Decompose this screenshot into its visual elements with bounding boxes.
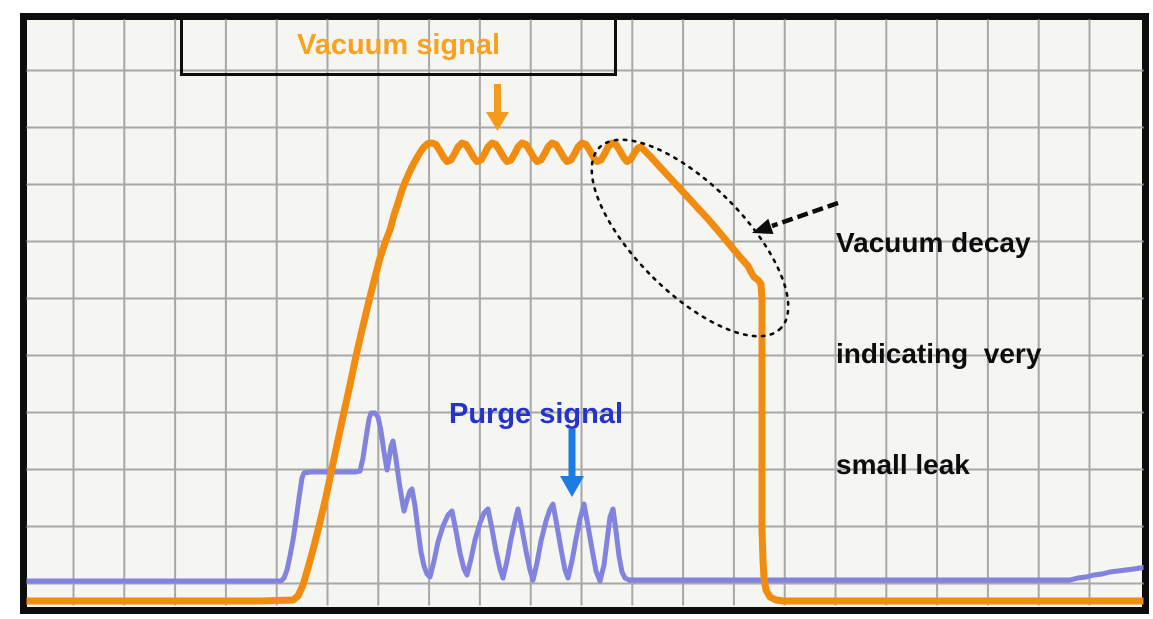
decay-annotation-arrow <box>752 200 839 234</box>
purge-label-arrow <box>560 429 584 497</box>
vacuum-label-arrow <box>486 84 509 131</box>
purge-signal-trace <box>26 410 1144 584</box>
leak-ellipse-annotation <box>590 138 790 338</box>
grid-lines <box>26 19 1144 606</box>
vacuum-signal-trace <box>26 139 1144 605</box>
chart-frame <box>20 13 1149 614</box>
